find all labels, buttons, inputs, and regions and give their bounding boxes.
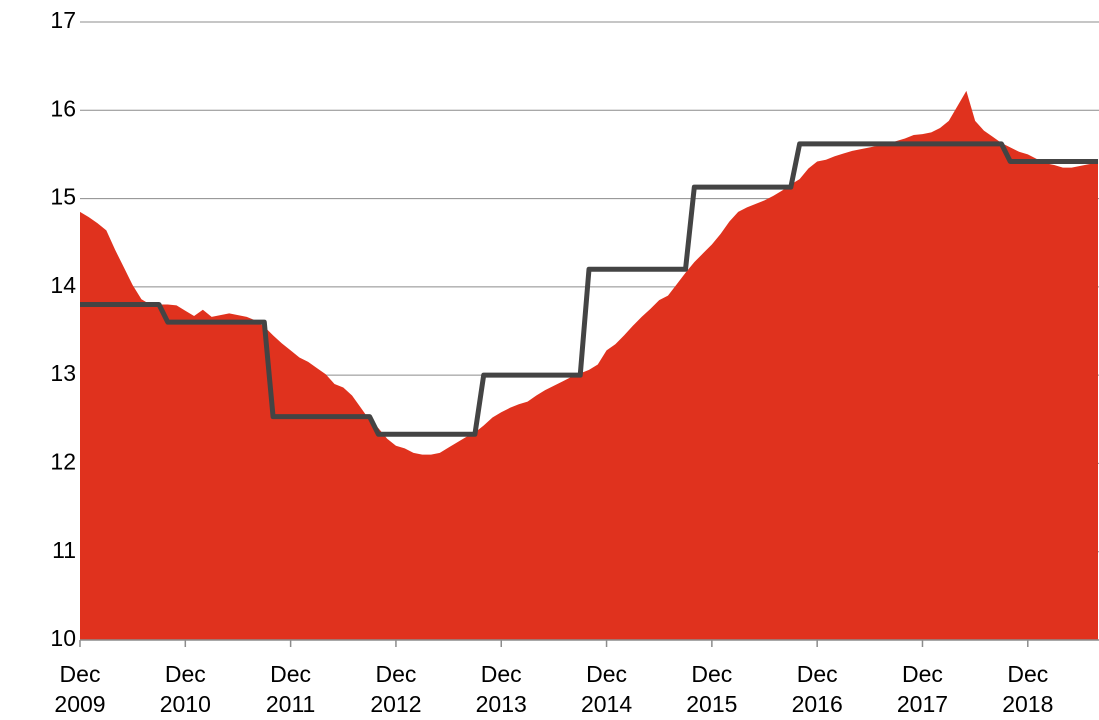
x-tick-label: Dec 2016 [792,661,843,717]
y-tick-label: 16 [50,95,76,121]
y-tick-label: 12 [50,449,76,475]
y-tick-label: 15 [50,184,76,210]
x-tick-label: Dec 2018 [1002,661,1053,717]
x-tick-label: Dec 2012 [370,661,421,717]
x-tick-label-line: 2014 [581,691,632,717]
x-tick-label-line: Dec [375,661,416,687]
x-tick-label-line: 2017 [897,691,948,717]
x-tick-label-line: Dec [60,661,101,687]
area [80,90,1098,640]
x-tick-label-line: 2016 [792,691,843,717]
x-tick-label-line: Dec [165,661,206,687]
x-tick-label-line: Dec [902,661,943,687]
x-tick-label-line: 2012 [370,691,421,717]
x-tick-label-line: Dec [481,661,522,687]
y-tick-label: 13 [50,360,76,386]
x-tick-label-line: Dec [586,661,627,687]
x-tick-label-line: 2013 [476,691,527,717]
x-tick-label-line: 2011 [266,691,315,717]
x-tick-label-line: Dec [270,661,311,687]
x-tick-label: Dec 2014 [581,661,632,717]
x-tick-label-line: Dec [1007,661,1048,687]
x-tick-label: Dec 2009 [54,661,105,717]
x-tick-label-line: Dec [797,661,838,687]
x-tick-label: Dec 2013 [476,661,527,717]
x-tick-label: Dec 2015 [686,661,737,717]
x-tick-label: Dec 2010 [160,661,211,717]
line [80,141,1098,437]
x-tick-label: Dec 2017 [897,661,948,717]
x-tick-label-line: Dec [691,661,732,687]
x-tick-label: Dec 2011 [266,661,315,717]
x-tick-label-line: 2018 [1002,691,1053,717]
x-tick-label-line: 2015 [686,691,737,717]
x-tick-label-line: 2009 [54,691,105,717]
y-tick-label: 14 [50,272,76,298]
y-tick-label: 17 [50,7,76,33]
y-tick-label: 11 [52,537,76,563]
x-tick-label-line: 2010 [160,691,211,717]
y-tick-label: 10 [50,625,76,651]
